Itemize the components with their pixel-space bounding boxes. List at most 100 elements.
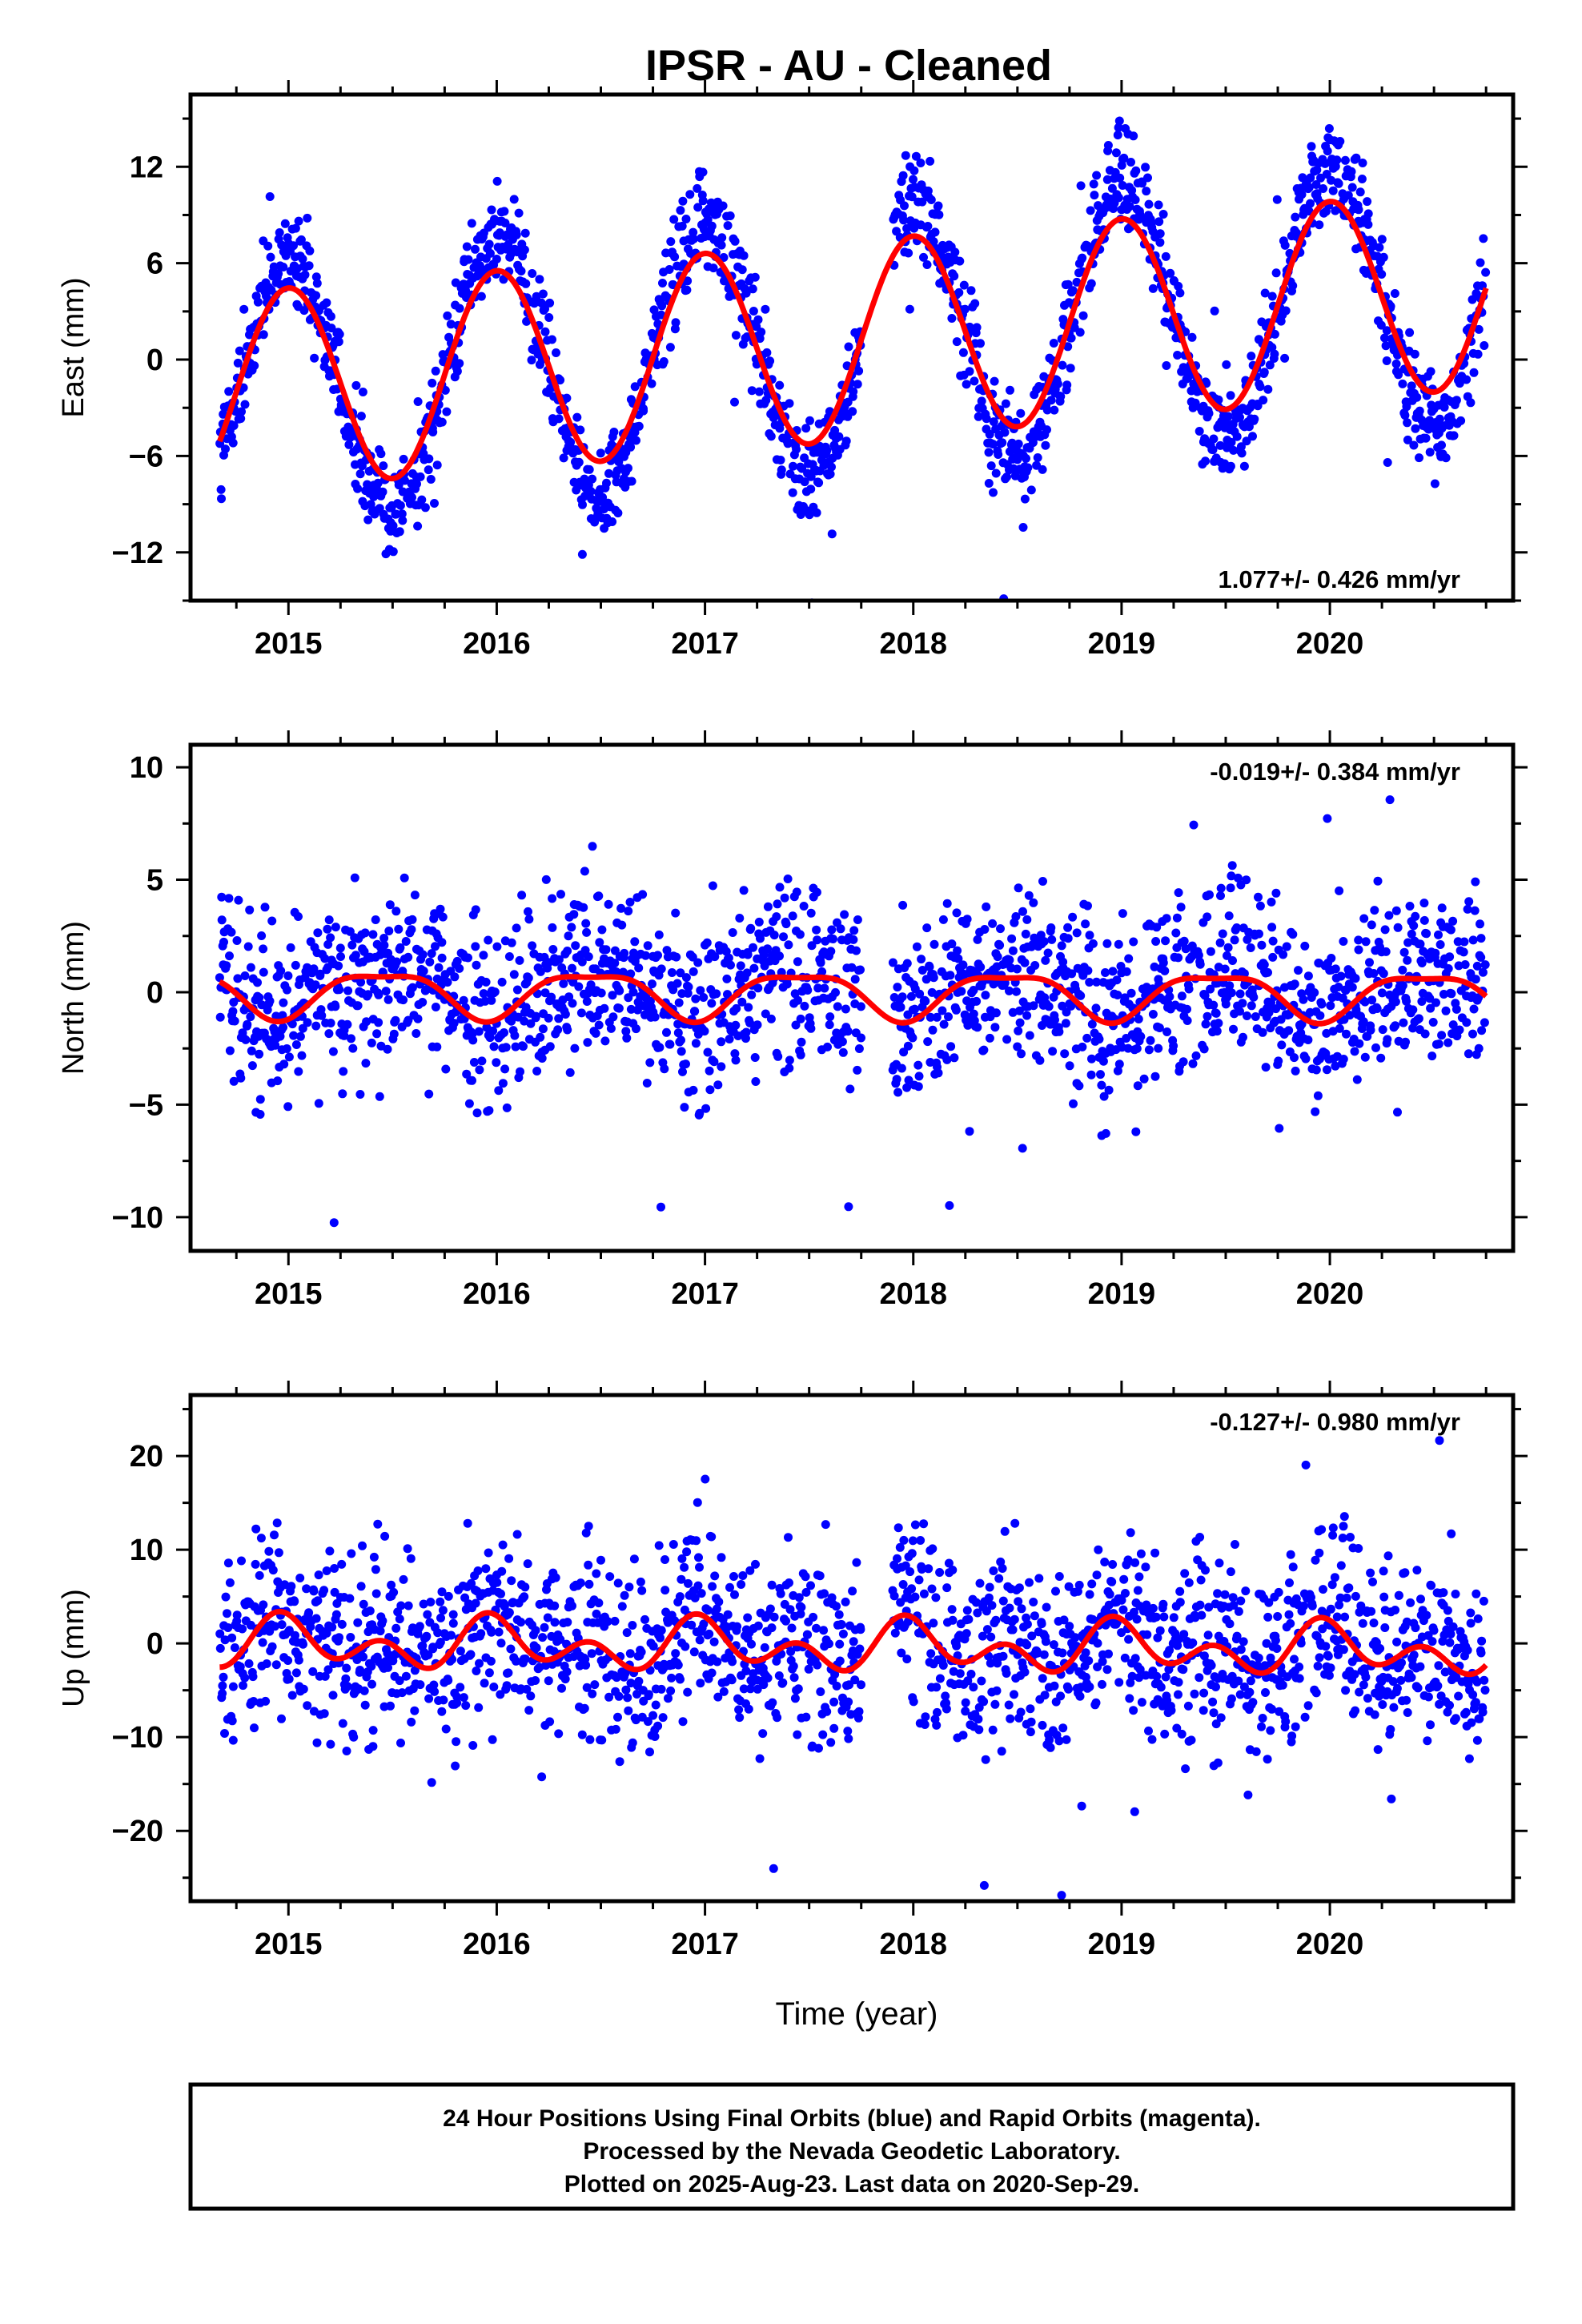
data-point [1425,994,1435,1003]
data-point [614,1003,624,1013]
data-point [637,1586,647,1595]
data-point [841,1004,850,1014]
data-point [471,905,480,915]
data-point [844,1697,853,1707]
data-point [548,335,556,344]
data-point [640,951,650,960]
data-point [1294,966,1303,975]
data-point [246,963,255,972]
data-point [622,1033,632,1043]
data-point [725,1035,734,1043]
data-point [474,1703,484,1712]
data-point [714,1597,724,1606]
data-point [512,923,521,933]
data-point [624,907,633,916]
data-point [905,1567,915,1577]
data-point [1384,911,1394,920]
data-point [1154,200,1163,210]
data-point [788,911,797,921]
data-point [773,899,782,909]
data-point [622,1628,632,1638]
data-point [1437,440,1446,450]
data-point [689,1647,699,1657]
data-point [753,1020,762,1030]
data-point [650,1012,660,1022]
data-point [1390,289,1399,298]
data-point [786,1647,796,1656]
data-point [812,1623,821,1633]
data-point [1115,173,1125,183]
data-point [1114,1059,1124,1069]
data-point [701,1474,710,1484]
data-point [669,985,678,995]
data-point [272,1518,282,1528]
data-point [838,1629,848,1638]
data-point [339,1067,348,1076]
data-point [1026,485,1036,495]
data-point [1144,1045,1154,1055]
data-point [834,1610,844,1619]
data-point [368,1726,378,1735]
data-point [1434,1039,1443,1049]
data-point [805,510,814,520]
data-point [693,958,703,967]
data-point [1201,456,1210,466]
data-point [980,925,990,934]
data-point [1211,1008,1221,1018]
data-point [941,1691,950,1701]
data-point [519,1042,528,1051]
data-point [1022,915,1032,924]
data-point [1075,1691,1085,1701]
data-point [447,1630,456,1640]
data-point [328,1691,338,1700]
data-point [234,895,243,905]
data-point [1043,948,1053,958]
data-point [562,1667,572,1677]
data-point [833,1002,842,1011]
data-point [603,1617,612,1626]
data-point [612,1673,621,1683]
data-point [223,1623,233,1632]
data-point [775,380,785,390]
data-point [749,307,758,316]
data-point [277,1714,286,1723]
data-point [931,1593,941,1602]
data-point [942,1055,952,1064]
data-point [693,1498,702,1507]
data-point [338,1089,347,1099]
data-point [636,1647,646,1657]
data-point [690,1007,700,1016]
data-point [406,1554,416,1563]
data-point [355,1666,365,1675]
data-point [1062,1735,1071,1744]
data-point [1243,935,1252,944]
data-point [989,417,998,427]
data-point [248,1672,258,1682]
data-point [965,1127,974,1136]
data-point [459,1693,468,1703]
data-point [717,233,727,243]
data-point [854,1044,864,1053]
data-point [476,1629,486,1638]
data-point [717,1553,726,1562]
data-point [767,1623,777,1633]
data-point [988,1725,998,1735]
y-tick-label: 0 [147,976,163,1010]
data-point [424,454,434,464]
data-point [1268,936,1278,946]
data-point [849,387,858,396]
data-point [279,1023,288,1032]
data-point [789,461,797,471]
data-point [225,1046,235,1055]
data-point [1045,1735,1054,1745]
plot-frame [188,92,1516,603]
data-point [739,886,749,895]
data-point [1026,1704,1035,1714]
data-point [504,1668,513,1678]
data-point [837,1037,847,1047]
data-point [979,1697,989,1707]
data-point [275,228,284,237]
data-point [775,951,784,961]
data-point [1242,436,1251,446]
data-point [993,952,1002,962]
